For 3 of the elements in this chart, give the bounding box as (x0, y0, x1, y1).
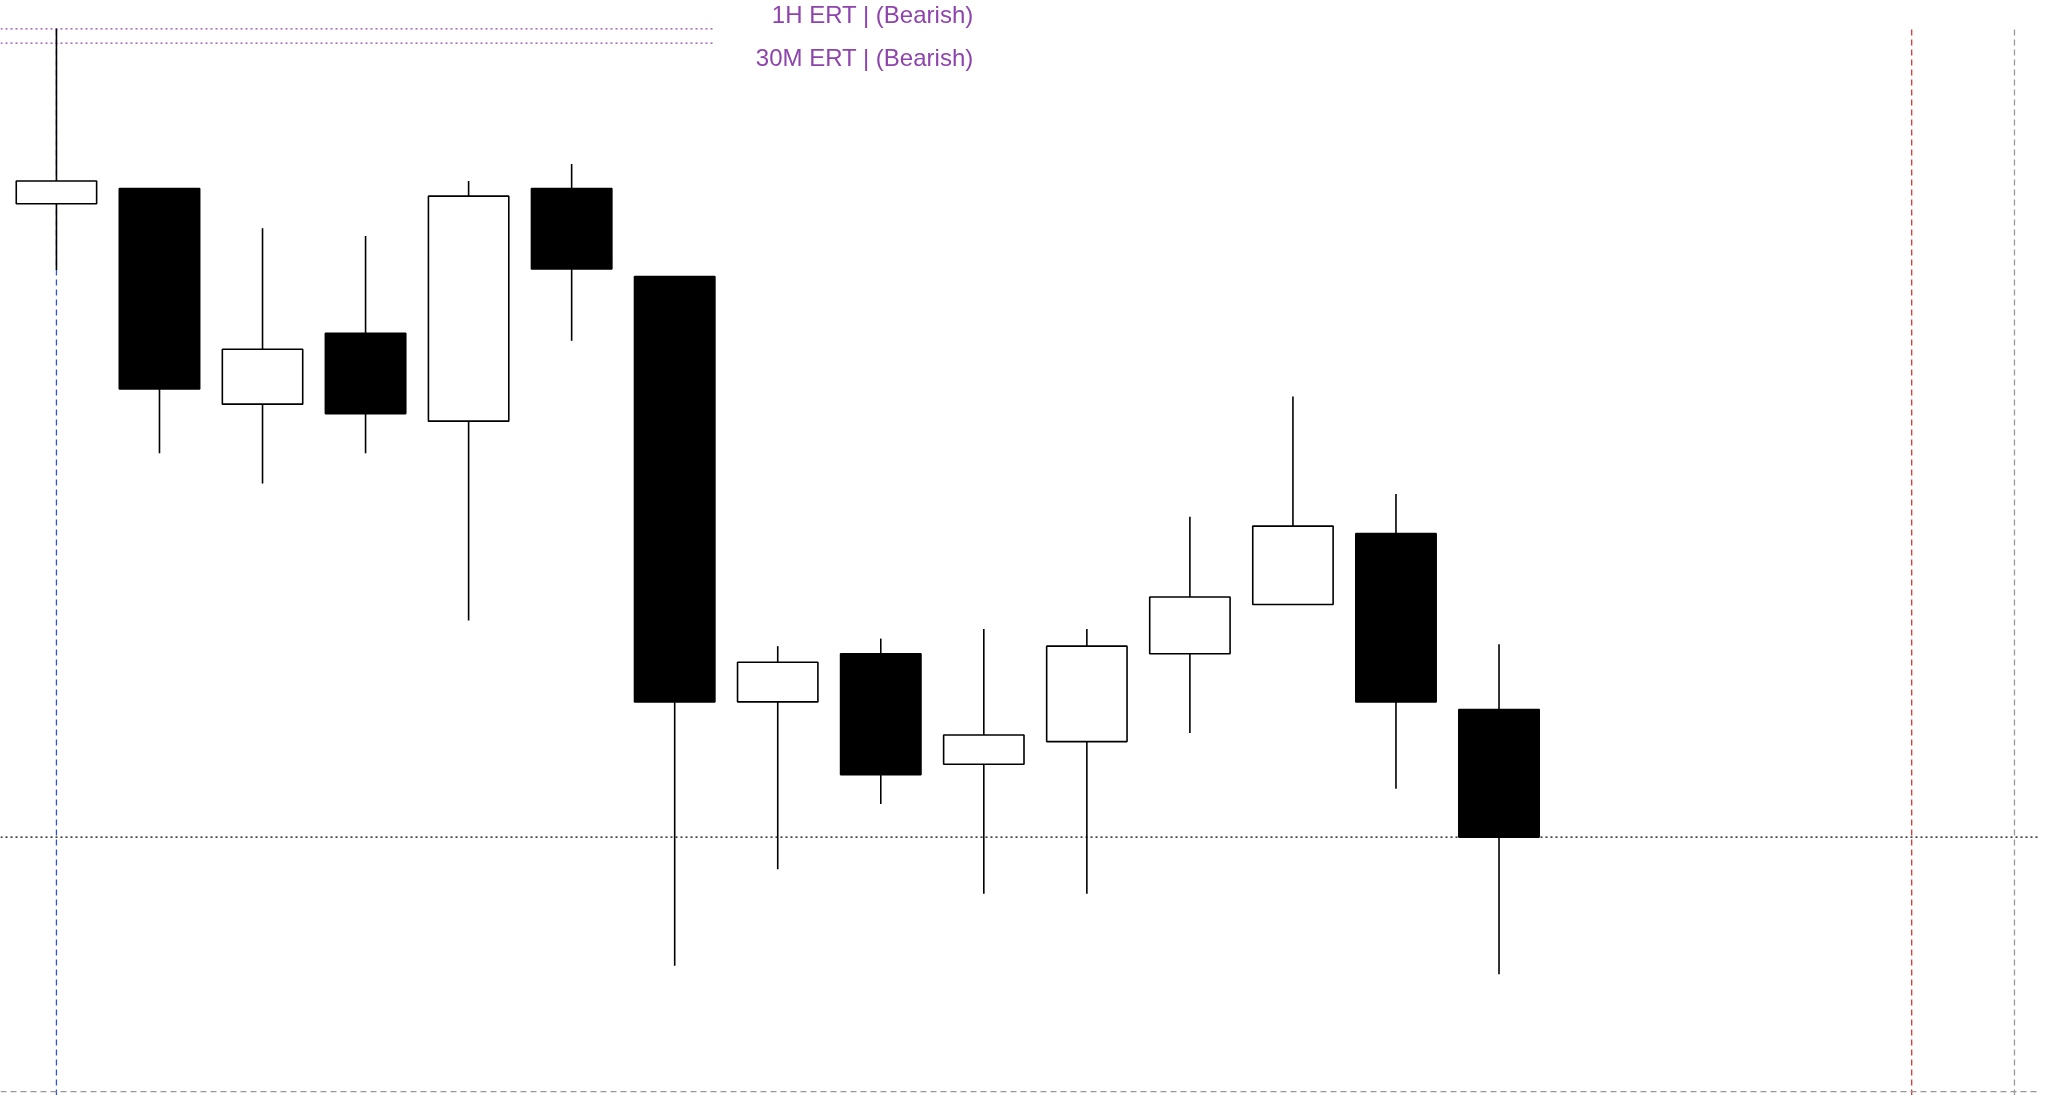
candlestick (15, 28, 98, 271)
ref-line-label: 1H ERT | (Bearish) (771, 0, 974, 28)
ref-line-label: 30M ERT | (Bearish) (755, 44, 974, 72)
